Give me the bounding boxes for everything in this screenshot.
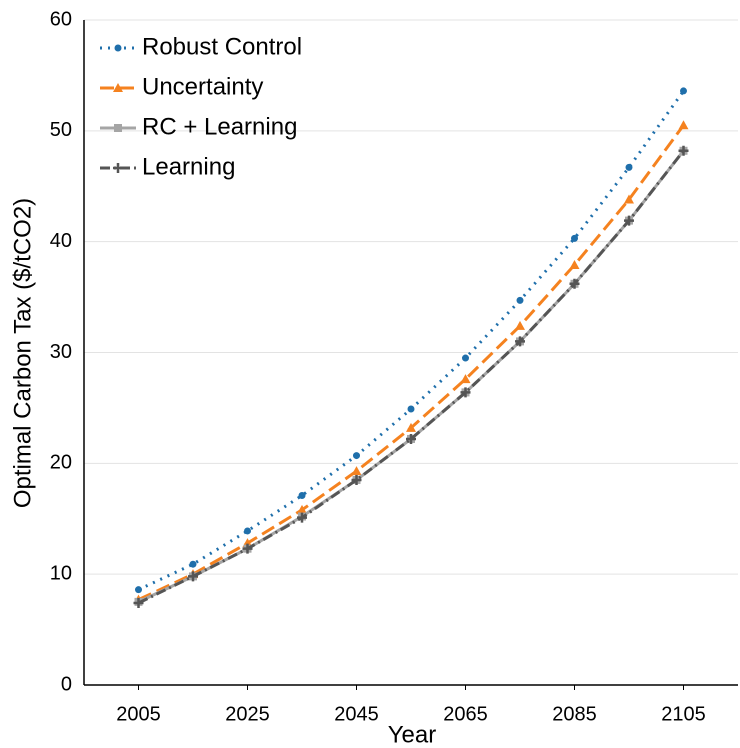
marker [242, 543, 253, 554]
marker [460, 374, 471, 384]
y-tick-label: 10 [50, 562, 72, 584]
legend-label: Uncertainty [142, 73, 263, 100]
marker [135, 586, 142, 594]
marker [516, 296, 524, 304]
marker [407, 405, 415, 413]
y-tick-label: 30 [50, 341, 72, 363]
y-tick-label: 20 [50, 452, 72, 474]
legend-label: Robust Control [142, 33, 302, 60]
x-tick-label: 2045 [334, 703, 379, 725]
x-tick-label: 2005 [116, 703, 161, 725]
x-axis-label: Year [388, 721, 437, 748]
legend-label: RC + Learning [142, 113, 297, 140]
marker [678, 145, 689, 156]
x-tick-label: 2065 [443, 703, 488, 725]
marker [406, 433, 416, 444]
legend: Robust Control Uncertainty RC + Learning Le… [100, 33, 302, 180]
marker [460, 387, 471, 398]
marker [133, 597, 144, 608]
legend-label: Learning [142, 153, 235, 180]
marker [244, 527, 251, 535]
marker [624, 194, 634, 204]
marker [515, 336, 525, 347]
x-tick-label: 2025 [225, 703, 270, 725]
y-tick-label: 40 [50, 230, 72, 252]
marker [351, 474, 362, 485]
y-tick-label: 0 [61, 673, 72, 695]
marker [189, 560, 197, 568]
marker [569, 278, 580, 289]
marker [624, 215, 634, 226]
marker [353, 452, 360, 460]
series-line [137, 149, 685, 604]
y-tick-label: 50 [50, 119, 72, 141]
y-axis-label: Optimal Carbon Tax ($/tCO2) [9, 198, 36, 508]
series-line [137, 124, 685, 602]
marker [113, 83, 123, 92]
marker [678, 120, 689, 130]
marker [406, 422, 416, 432]
x-tick-label: 2085 [552, 703, 597, 725]
marker [297, 512, 307, 523]
marker [114, 44, 122, 52]
x-tick-label: 2105 [661, 703, 706, 725]
marker [188, 571, 198, 582]
marker [625, 163, 633, 171]
marker [569, 259, 580, 269]
marker [571, 234, 578, 242]
marker [462, 354, 469, 362]
marker [515, 320, 525, 330]
marker [351, 466, 362, 476]
marker [297, 504, 307, 514]
marker [113, 163, 123, 173]
marker [680, 87, 687, 95]
marker [114, 124, 122, 132]
y-tick-label: 60 [50, 8, 72, 30]
marker [298, 491, 306, 499]
series-line [137, 149, 685, 605]
